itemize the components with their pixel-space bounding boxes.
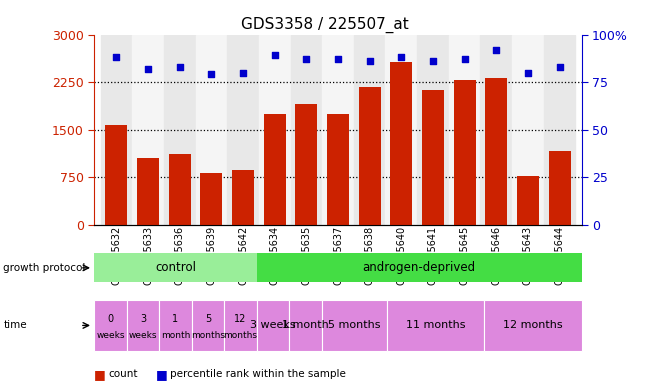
Text: 5 months: 5 months bbox=[328, 320, 380, 331]
Bar bbox=[200, 173, 222, 225]
Text: weeks: weeks bbox=[129, 331, 157, 340]
Point bbox=[428, 58, 438, 64]
Bar bbox=[549, 151, 571, 225]
Bar bbox=[385, 35, 417, 225]
Point bbox=[270, 52, 280, 58]
Text: ■: ■ bbox=[94, 368, 106, 381]
Bar bbox=[168, 154, 191, 225]
Text: 5: 5 bbox=[205, 314, 211, 324]
Bar bbox=[454, 79, 476, 225]
Bar bbox=[327, 114, 349, 225]
Bar bbox=[354, 35, 385, 225]
Point bbox=[523, 70, 533, 76]
Text: 3: 3 bbox=[140, 314, 146, 324]
Text: months: months bbox=[224, 331, 257, 340]
Text: control: control bbox=[155, 262, 196, 274]
Bar bbox=[544, 35, 575, 225]
Text: 11 months: 11 months bbox=[406, 320, 465, 331]
Bar bbox=[264, 114, 286, 225]
Bar bbox=[422, 90, 444, 225]
Point bbox=[301, 56, 311, 62]
Point bbox=[460, 56, 470, 62]
Bar bbox=[227, 35, 259, 225]
Bar bbox=[512, 35, 544, 225]
Text: 3 weeks: 3 weeks bbox=[250, 320, 296, 331]
Text: GDS3358 / 225507_at: GDS3358 / 225507_at bbox=[241, 17, 409, 33]
Bar bbox=[517, 176, 539, 225]
Point bbox=[365, 58, 375, 64]
Bar bbox=[359, 86, 381, 225]
Bar bbox=[480, 35, 512, 225]
Text: 12 months: 12 months bbox=[503, 320, 563, 331]
Bar bbox=[295, 104, 317, 225]
Point bbox=[491, 47, 502, 53]
Text: androgen-deprived: androgen-deprived bbox=[363, 262, 476, 274]
Bar bbox=[417, 35, 448, 225]
Bar bbox=[448, 35, 480, 225]
Text: 12: 12 bbox=[234, 314, 247, 324]
Bar bbox=[390, 63, 412, 225]
Text: 1: 1 bbox=[172, 314, 179, 324]
Text: ■: ■ bbox=[156, 368, 168, 381]
Text: weeks: weeks bbox=[96, 331, 125, 340]
Point bbox=[111, 54, 122, 60]
Text: time: time bbox=[3, 320, 27, 331]
Text: months: months bbox=[191, 331, 225, 340]
Bar bbox=[137, 158, 159, 225]
Bar bbox=[322, 35, 354, 225]
Point bbox=[554, 64, 565, 70]
Text: growth protocol: growth protocol bbox=[3, 263, 86, 273]
Bar bbox=[101, 35, 132, 225]
Bar bbox=[259, 35, 291, 225]
Bar bbox=[232, 169, 254, 225]
Bar bbox=[485, 78, 508, 225]
Point bbox=[143, 66, 153, 72]
Bar bbox=[196, 35, 228, 225]
Point bbox=[396, 54, 406, 60]
Point bbox=[206, 71, 216, 78]
Text: count: count bbox=[109, 369, 138, 379]
Point bbox=[333, 56, 343, 62]
Text: month: month bbox=[161, 331, 190, 340]
Bar bbox=[164, 35, 196, 225]
Point bbox=[174, 64, 185, 70]
Point bbox=[238, 70, 248, 76]
Text: 0: 0 bbox=[107, 314, 114, 324]
Text: percentile rank within the sample: percentile rank within the sample bbox=[170, 369, 346, 379]
Bar bbox=[105, 124, 127, 225]
Bar bbox=[132, 35, 164, 225]
Bar bbox=[291, 35, 322, 225]
Text: 1 month: 1 month bbox=[282, 320, 329, 331]
